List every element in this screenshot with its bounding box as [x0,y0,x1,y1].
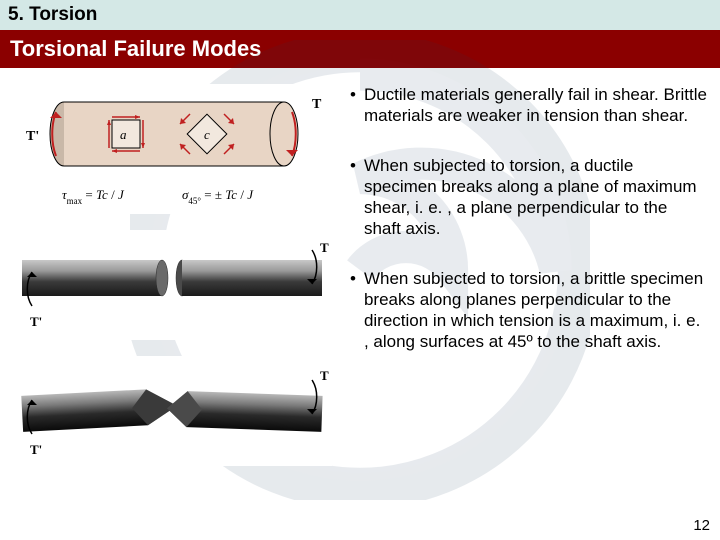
brittle-T: T [320,368,329,383]
eq-sigma: σ45° = ± Tc / J [182,187,254,206]
ductile-Tp: T' [30,314,42,329]
figure-brittle-break: T T' [12,356,332,466]
label-c: c [204,127,210,142]
bullet-text: When subjected to torsion, a ductile spe… [364,155,708,240]
chapter-text: 5. Torsion [8,4,97,25]
figures-column: T T' a c τmax = Tc / J [12,78,342,534]
figure-ductile-break: T T' [12,230,332,340]
label-a: a [120,127,127,142]
bullet-text: Ductile materials generally fail in shea… [364,84,708,127]
bullet-item: • When subjected to torsion, a brittle s… [350,268,708,353]
content-area: T T' a c τmax = Tc / J [0,68,720,534]
figure-stress-diagram: T T' a c τmax = Tc / J [12,84,332,214]
bullets-column: • Ductile materials generally fail in sh… [342,78,708,534]
page-number: 12 [693,517,710,534]
bullet-dot-icon: • [350,268,356,353]
bullet-dot-icon: • [350,84,356,127]
bullet-text: When subjected to torsion, a brittle spe… [364,268,708,353]
bullet-dot-icon: • [350,155,356,240]
chapter-header: 5. Torsion [0,0,720,30]
ductile-T: T [320,240,329,255]
label-Tprime: T' [26,129,39,144]
bullet-item: • Ductile materials generally fail in sh… [350,84,708,127]
eq-tau: τmax = Tc / J [62,187,125,206]
label-T: T [312,97,322,112]
brittle-Tp: T' [30,442,42,457]
bullet-item: • When subjected to torsion, a ductile s… [350,155,708,240]
